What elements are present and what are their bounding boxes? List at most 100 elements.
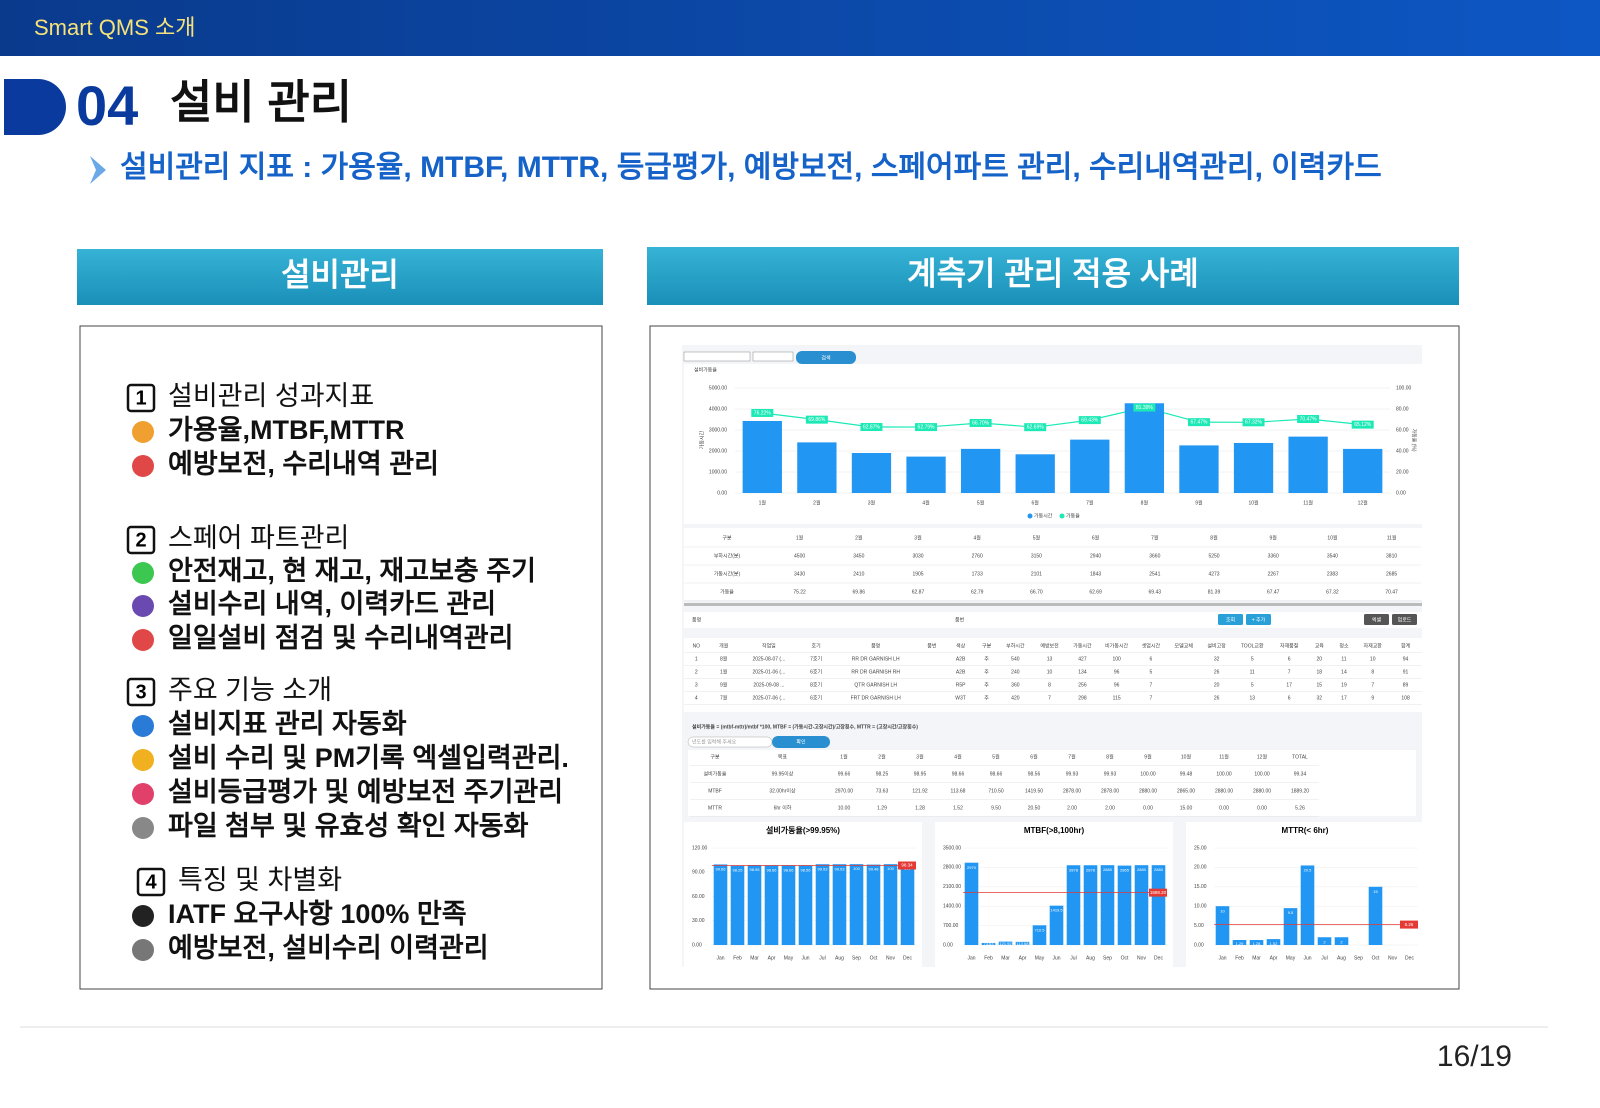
bar	[1343, 448, 1383, 493]
table-cell: 2101	[1031, 571, 1042, 577]
confirm-button[interactable]	[772, 736, 830, 748]
bar	[730, 865, 745, 945]
top-bar	[0, 0, 1600, 56]
bar	[798, 865, 813, 945]
table-cell: 6	[1288, 695, 1291, 701]
x-tick-label: Oct	[1121, 955, 1129, 961]
x-tick-label: Mar	[1252, 955, 1261, 961]
bar-value-label: 1.28	[1253, 941, 1262, 946]
table-cell: 2267	[1268, 571, 1279, 577]
left-heading-bar	[77, 249, 603, 305]
action-button[interactable]	[1246, 614, 1271, 625]
group-item: IATF 요구사항 100% 만족	[168, 899, 467, 929]
filter-label: 품명	[692, 616, 701, 623]
x-tick-label: Nov	[886, 955, 895, 961]
bar	[1283, 908, 1298, 945]
table-cell: 70.47	[1385, 589, 1398, 595]
table-cell: 26	[1214, 695, 1220, 701]
table-cell: 13	[1047, 656, 1053, 662]
search-button[interactable]	[796, 351, 856, 364]
x-tick-label: Apr	[1270, 955, 1278, 961]
x-tick-label: Oct	[1372, 955, 1380, 961]
table-header: 색상	[956, 642, 966, 649]
table-cell: 99.48	[1180, 771, 1193, 777]
group-title: 특징 및 차별화	[178, 865, 342, 895]
y2-tick-label: 100.00	[1396, 385, 1412, 391]
action-button-label: + 추가	[1252, 616, 1266, 623]
y-tick-label: 0.00	[717, 490, 727, 496]
y2-axis-title: 가동율 (%)	[1411, 429, 1418, 452]
table-cell: 98.95	[914, 771, 927, 777]
group-title: 스페어 파트관리	[168, 523, 349, 553]
x-tick-label: Apr	[1019, 955, 1027, 961]
legend-swatch	[1027, 513, 1033, 519]
table-cell: 7	[1288, 669, 1291, 675]
table-cell: R5P	[956, 682, 966, 688]
bar	[764, 865, 779, 945]
y2-tick-label: 20.00	[1396, 469, 1409, 475]
group-item: 설비수리 내역, 이력카드 관리	[168, 589, 496, 619]
table-cell: 427	[1078, 656, 1087, 662]
table-cell: 가동시간(분)	[714, 570, 741, 577]
table-header: 10월	[1327, 534, 1338, 541]
table-header: 4월	[974, 534, 982, 541]
filter-label: 품번	[955, 616, 965, 623]
legend-label: 가동시간	[1034, 512, 1053, 519]
bar	[849, 864, 864, 945]
kpi-chart-title: MTBF(>8,100hr)	[1024, 826, 1085, 835]
bar-value-label: 2	[1340, 939, 1343, 944]
value-label: 66.70%	[972, 420, 990, 426]
number-box	[126, 383, 156, 413]
y-tick-label: 30.00	[692, 918, 705, 924]
table-cell: 94	[1403, 656, 1409, 662]
table-header: 청소	[1339, 643, 1349, 649]
bar-value-label: 100	[853, 866, 860, 871]
value-label-bg	[805, 415, 828, 424]
table-header: 6월	[1030, 753, 1038, 760]
confirm-button-label: 확인	[796, 738, 806, 745]
bar-value-label: 73.63	[983, 941, 994, 946]
value-label: 67.47%	[1190, 419, 1208, 425]
action-button[interactable]	[1364, 614, 1389, 625]
table-cell: 1.52	[953, 805, 963, 811]
table-cell: W3T	[955, 695, 966, 701]
table-header: 자재품절	[1280, 642, 1299, 649]
bar	[747, 865, 762, 945]
table-cell: 5.26	[1295, 805, 1305, 811]
number-box	[126, 525, 156, 555]
action-button[interactable]	[1218, 614, 1243, 625]
item-icon	[132, 562, 154, 584]
table-cell: 6hr 이하	[774, 804, 792, 811]
table-cell: 134	[1078, 669, 1087, 675]
group-number: 3	[135, 681, 146, 703]
bar-value-label: 98.66	[766, 867, 777, 872]
table-header: 설비고장	[1207, 642, 1226, 649]
bar	[1049, 905, 1064, 945]
value-label-bg	[1187, 418, 1210, 427]
table-cell: 100.00	[1254, 771, 1270, 777]
table-cell: 540	[1011, 656, 1020, 662]
left-panel	[79, 325, 603, 990]
table-cell: 2878.00	[1063, 788, 1081, 794]
table-header: 11월	[1219, 753, 1229, 760]
bar	[960, 448, 1001, 493]
bar-value-label: 1.52	[1270, 941, 1279, 946]
table-cell: 62.69	[1089, 589, 1102, 595]
right-heading-bar	[647, 247, 1459, 305]
bar-value-label: 98.66	[783, 867, 794, 872]
table-cell: 2880.00	[1253, 788, 1271, 794]
table-cell: 3540	[1327, 553, 1338, 559]
bar	[1015, 941, 1030, 945]
group-title: 설비관리 성과지표	[168, 381, 374, 411]
group-title: 주요 기능 소개	[168, 675, 332, 705]
table-cell: 15.00	[1180, 805, 1193, 811]
action-button[interactable]	[1392, 614, 1417, 625]
x-tick-label: Apr	[768, 955, 776, 961]
table-header: 2월	[878, 753, 886, 760]
table-header: 품번	[927, 642, 937, 649]
bar	[1368, 886, 1383, 945]
table-cell: 67.32	[1326, 589, 1339, 595]
page-number: 16/19	[1437, 1040, 1512, 1073]
table-cell: 주	[984, 695, 989, 701]
table-cell: 2025-08-07 (...	[752, 656, 785, 662]
